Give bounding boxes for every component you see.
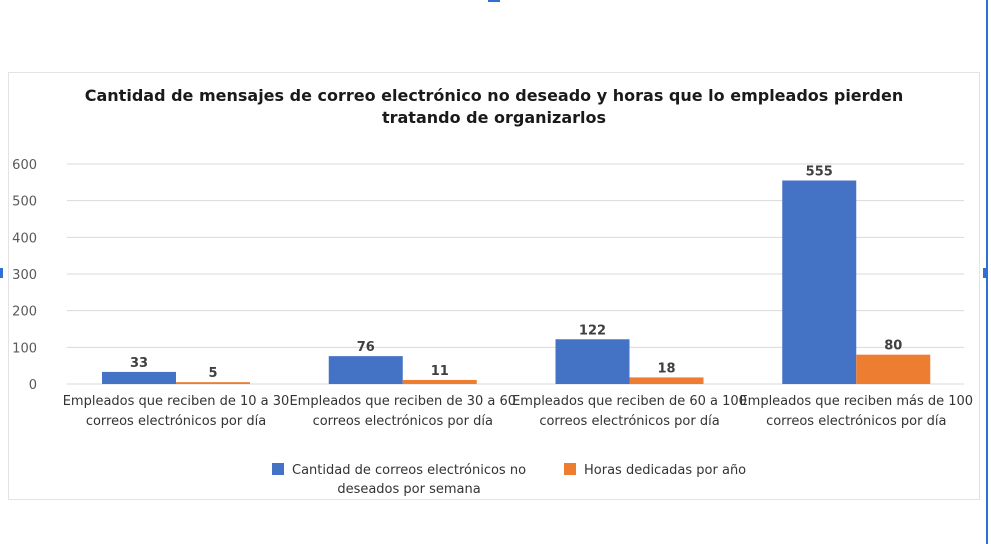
y-tick-label: 500: [12, 195, 37, 210]
chart-title: Cantidad de mensajes de correo electróni…: [9, 85, 979, 129]
legend-entry: Cantidad de correos electrónicos no desea…: [272, 461, 526, 499]
data-label: 122: [579, 323, 606, 338]
data-label: 76: [357, 340, 375, 355]
y-tick-label: 300: [12, 268, 37, 283]
bar: [102, 371, 176, 384]
y-tick-label: 600: [12, 158, 37, 173]
legend-label: Horas dedicadas por año: [584, 461, 746, 480]
data-label: 11: [431, 364, 449, 379]
x-tick-label: Empleados que reciben de 60 a 100: [512, 394, 747, 409]
legend-label-line: deseados por semana: [337, 482, 481, 497]
legend-label-line: Cantidad de correos electrónicos no: [292, 463, 527, 478]
x-tick-label: Empleados que reciben más de 100: [739, 394, 973, 409]
legend: Cantidad de correos electrónicos no desea…: [9, 461, 979, 501]
bar: [402, 379, 477, 384]
legend-entry: Horas dedicadas por año: [564, 461, 746, 480]
x-tick-label: correos electrónicos por día: [313, 414, 493, 429]
frame-left-marker: [0, 268, 3, 278]
legend-label-line: Horas dedicadas por año: [584, 463, 747, 478]
data-label: 555: [806, 165, 833, 180]
frame-top-marker: [488, 0, 500, 2]
legend-swatch: [564, 463, 576, 475]
x-tick-label: Empleados que reciben de 30 a 60: [289, 394, 516, 409]
chart-title-line: tratando de organizarlos: [381, 108, 607, 127]
bar: [629, 377, 704, 384]
y-tick-label: 0: [29, 378, 37, 393]
y-tick-label: 200: [12, 305, 37, 320]
bar: [555, 339, 630, 384]
x-tick-label: correos electrónicos por día: [766, 414, 946, 429]
x-tick-label: correos electrónicos por día: [86, 414, 266, 429]
bar: [328, 356, 403, 384]
legend-label: Cantidad de correos electrónicos no desea…: [292, 461, 526, 499]
data-label: 33: [130, 356, 148, 371]
legend-swatch: [272, 463, 284, 475]
y-tick-label: 400: [12, 231, 37, 246]
frame-right-marker: [983, 268, 988, 278]
data-label: 18: [657, 361, 675, 376]
bar: [856, 354, 931, 384]
x-tick-label: correos electrónicos por día: [539, 414, 719, 429]
data-label: 80: [884, 339, 902, 354]
chart-card: Cantidad de mensajes de correo electróni…: [8, 72, 980, 500]
x-tick-label: Empleados que reciben de 10 a 30: [63, 394, 290, 409]
chart-title-line: Cantidad de mensajes de correo electróni…: [84, 86, 904, 105]
bar: [176, 382, 250, 384]
y-tick-label: 100: [12, 341, 37, 356]
data-label: 5: [208, 366, 217, 381]
bar: [782, 180, 857, 384]
